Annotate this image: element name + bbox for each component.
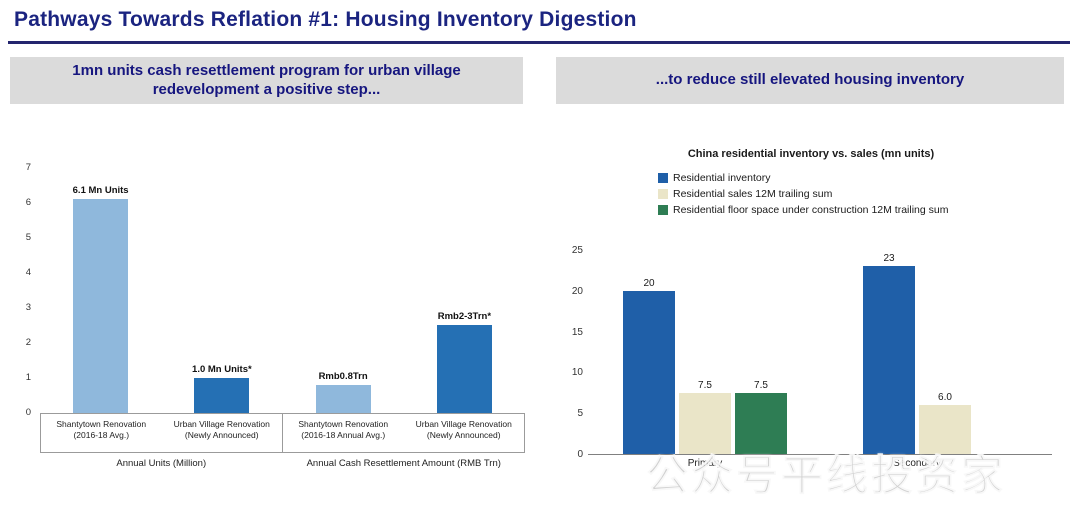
y-axis-tick: 7: [25, 162, 31, 173]
left-panel-header: 1mn units cash resettlement program for …: [10, 57, 523, 104]
bar: [863, 266, 915, 454]
legend-label: Residential floor space under constructi…: [673, 204, 949, 216]
x-axis-label: Primary: [687, 458, 723, 469]
bar-column: 20: [623, 278, 675, 454]
y-axis-tick: 5: [25, 232, 31, 243]
bar-column: 6.1 Mn Units: [40, 168, 161, 413]
left-chart: 0 1 2 3 4 5 6 7 6.1 Mn Units 1.0 Mn Units* Rmb0.8…: [10, 162, 526, 485]
left-chart-category-axis: Shantytown Renovation (2016-18 Avg.) Urba…: [40, 413, 525, 453]
bar-value-label: Rmb0.8Trn: [318, 371, 368, 382]
page-title: Pathways Towards Reflation #1: Housing I…: [14, 8, 637, 31]
right-chart-plot: 20 7.5 7.5 Primary 23 6.0 Secondary: [588, 251, 1052, 469]
left-chart-y-axis: 0 1 2 3 4 5 6 7: [10, 162, 34, 418]
legend-item: Residential inventory: [658, 170, 948, 186]
bar-value-label: 6.1 Mn Units: [72, 185, 129, 196]
bar: [194, 378, 250, 413]
right-chart-y-axis: 0 5 10 15 20 25: [562, 245, 586, 460]
bar: [436, 325, 492, 413]
bar-column: 23: [863, 253, 915, 454]
right-chart-legend: Residential inventory Residential sales 1…: [658, 170, 948, 218]
bar-value-label: Rmb2-3Trn*: [437, 311, 492, 322]
category-label: Shantytown Renovation (2016-18 Avg.): [56, 419, 147, 441]
bar-column: 1.0 Mn Units*: [161, 168, 282, 413]
right-chart-title: China residential inventory vs. sales (m…: [687, 148, 935, 160]
y-axis-tick: 3: [25, 302, 31, 313]
bar: [919, 405, 971, 454]
bar-value-label: 6.0: [938, 392, 952, 403]
bar-group: 20 7.5 7.5 Primary: [623, 278, 787, 469]
bar-value-label: 1.0 Mn Units*: [192, 364, 252, 375]
bar: [679, 393, 731, 454]
left-chart-plot: 6.1 Mn Units 1.0 Mn Units* Rmb0.8Trn Rmb2-3…: [40, 168, 525, 413]
legend-swatch: [658, 189, 668, 199]
x-axis-label: Secondary: [893, 458, 941, 469]
left-chart-group-labels: Annual Units (Million) Annual Cash Reset…: [40, 458, 525, 469]
bar-column: Rmb2-3Trn*: [404, 168, 525, 413]
category-label: Urban Village Renovation (Newly Announce…: [415, 419, 512, 441]
y-axis-tick: 10: [571, 367, 583, 379]
category-label: Shantytown Renovation (2016-18 Annual Av…: [282, 414, 404, 452]
y-axis-tick: 0: [25, 407, 31, 418]
y-axis-tick: 4: [25, 267, 31, 278]
bar-column: 7.5: [735, 380, 787, 454]
right-panel-header: ...to reduce still elevated housing inve…: [556, 57, 1064, 104]
legend-swatch: [658, 173, 668, 183]
bar: [315, 385, 371, 413]
legend-item: Residential floor space under constructi…: [658, 202, 948, 218]
y-axis-tick: 0: [577, 449, 583, 460]
y-axis-tick: 2: [25, 337, 31, 348]
bar-column: Rmb0.8Trn: [283, 168, 404, 413]
bar: [73, 199, 129, 413]
y-axis-tick: 6: [25, 197, 31, 208]
y-axis-tick: 25: [571, 245, 583, 256]
y-axis-tick: 20: [571, 285, 583, 297]
legend-swatch: [658, 205, 668, 215]
bar-column: 7.5: [679, 380, 731, 454]
left-chart-group-label-cash: Annual Cash Resettlement Amount (RMB Trn…: [306, 458, 501, 469]
bar-group: 23 6.0 Secondary: [863, 253, 971, 469]
legend-label: Residential sales 12M trailing sum: [673, 188, 833, 200]
right-chart: China residential inventory vs. sales (m…: [556, 142, 1066, 490]
bar-column: 6.0: [919, 392, 971, 454]
bar-value-label: 20: [643, 278, 655, 289]
category-label: Urban Village Renovation (Newly Announce…: [173, 419, 270, 441]
bar-value-label: 23: [883, 253, 895, 264]
y-axis-tick: 15: [571, 326, 583, 338]
bar: [623, 291, 675, 454]
bar-value-label: 7.5: [754, 380, 768, 391]
y-axis-tick: 5: [577, 408, 583, 420]
legend-label: Residential inventory: [673, 172, 771, 184]
bar: [735, 393, 787, 454]
left-chart-group-label-units: Annual Units (Million): [116, 458, 207, 469]
watermark: 公众号平线投资家: [645, 451, 1007, 501]
y-axis-tick: 1: [25, 372, 31, 383]
bar-value-label: 7.5: [698, 380, 712, 391]
title-underline: [8, 41, 1070, 44]
legend-item: Residential sales 12M trailing sum: [658, 186, 948, 202]
